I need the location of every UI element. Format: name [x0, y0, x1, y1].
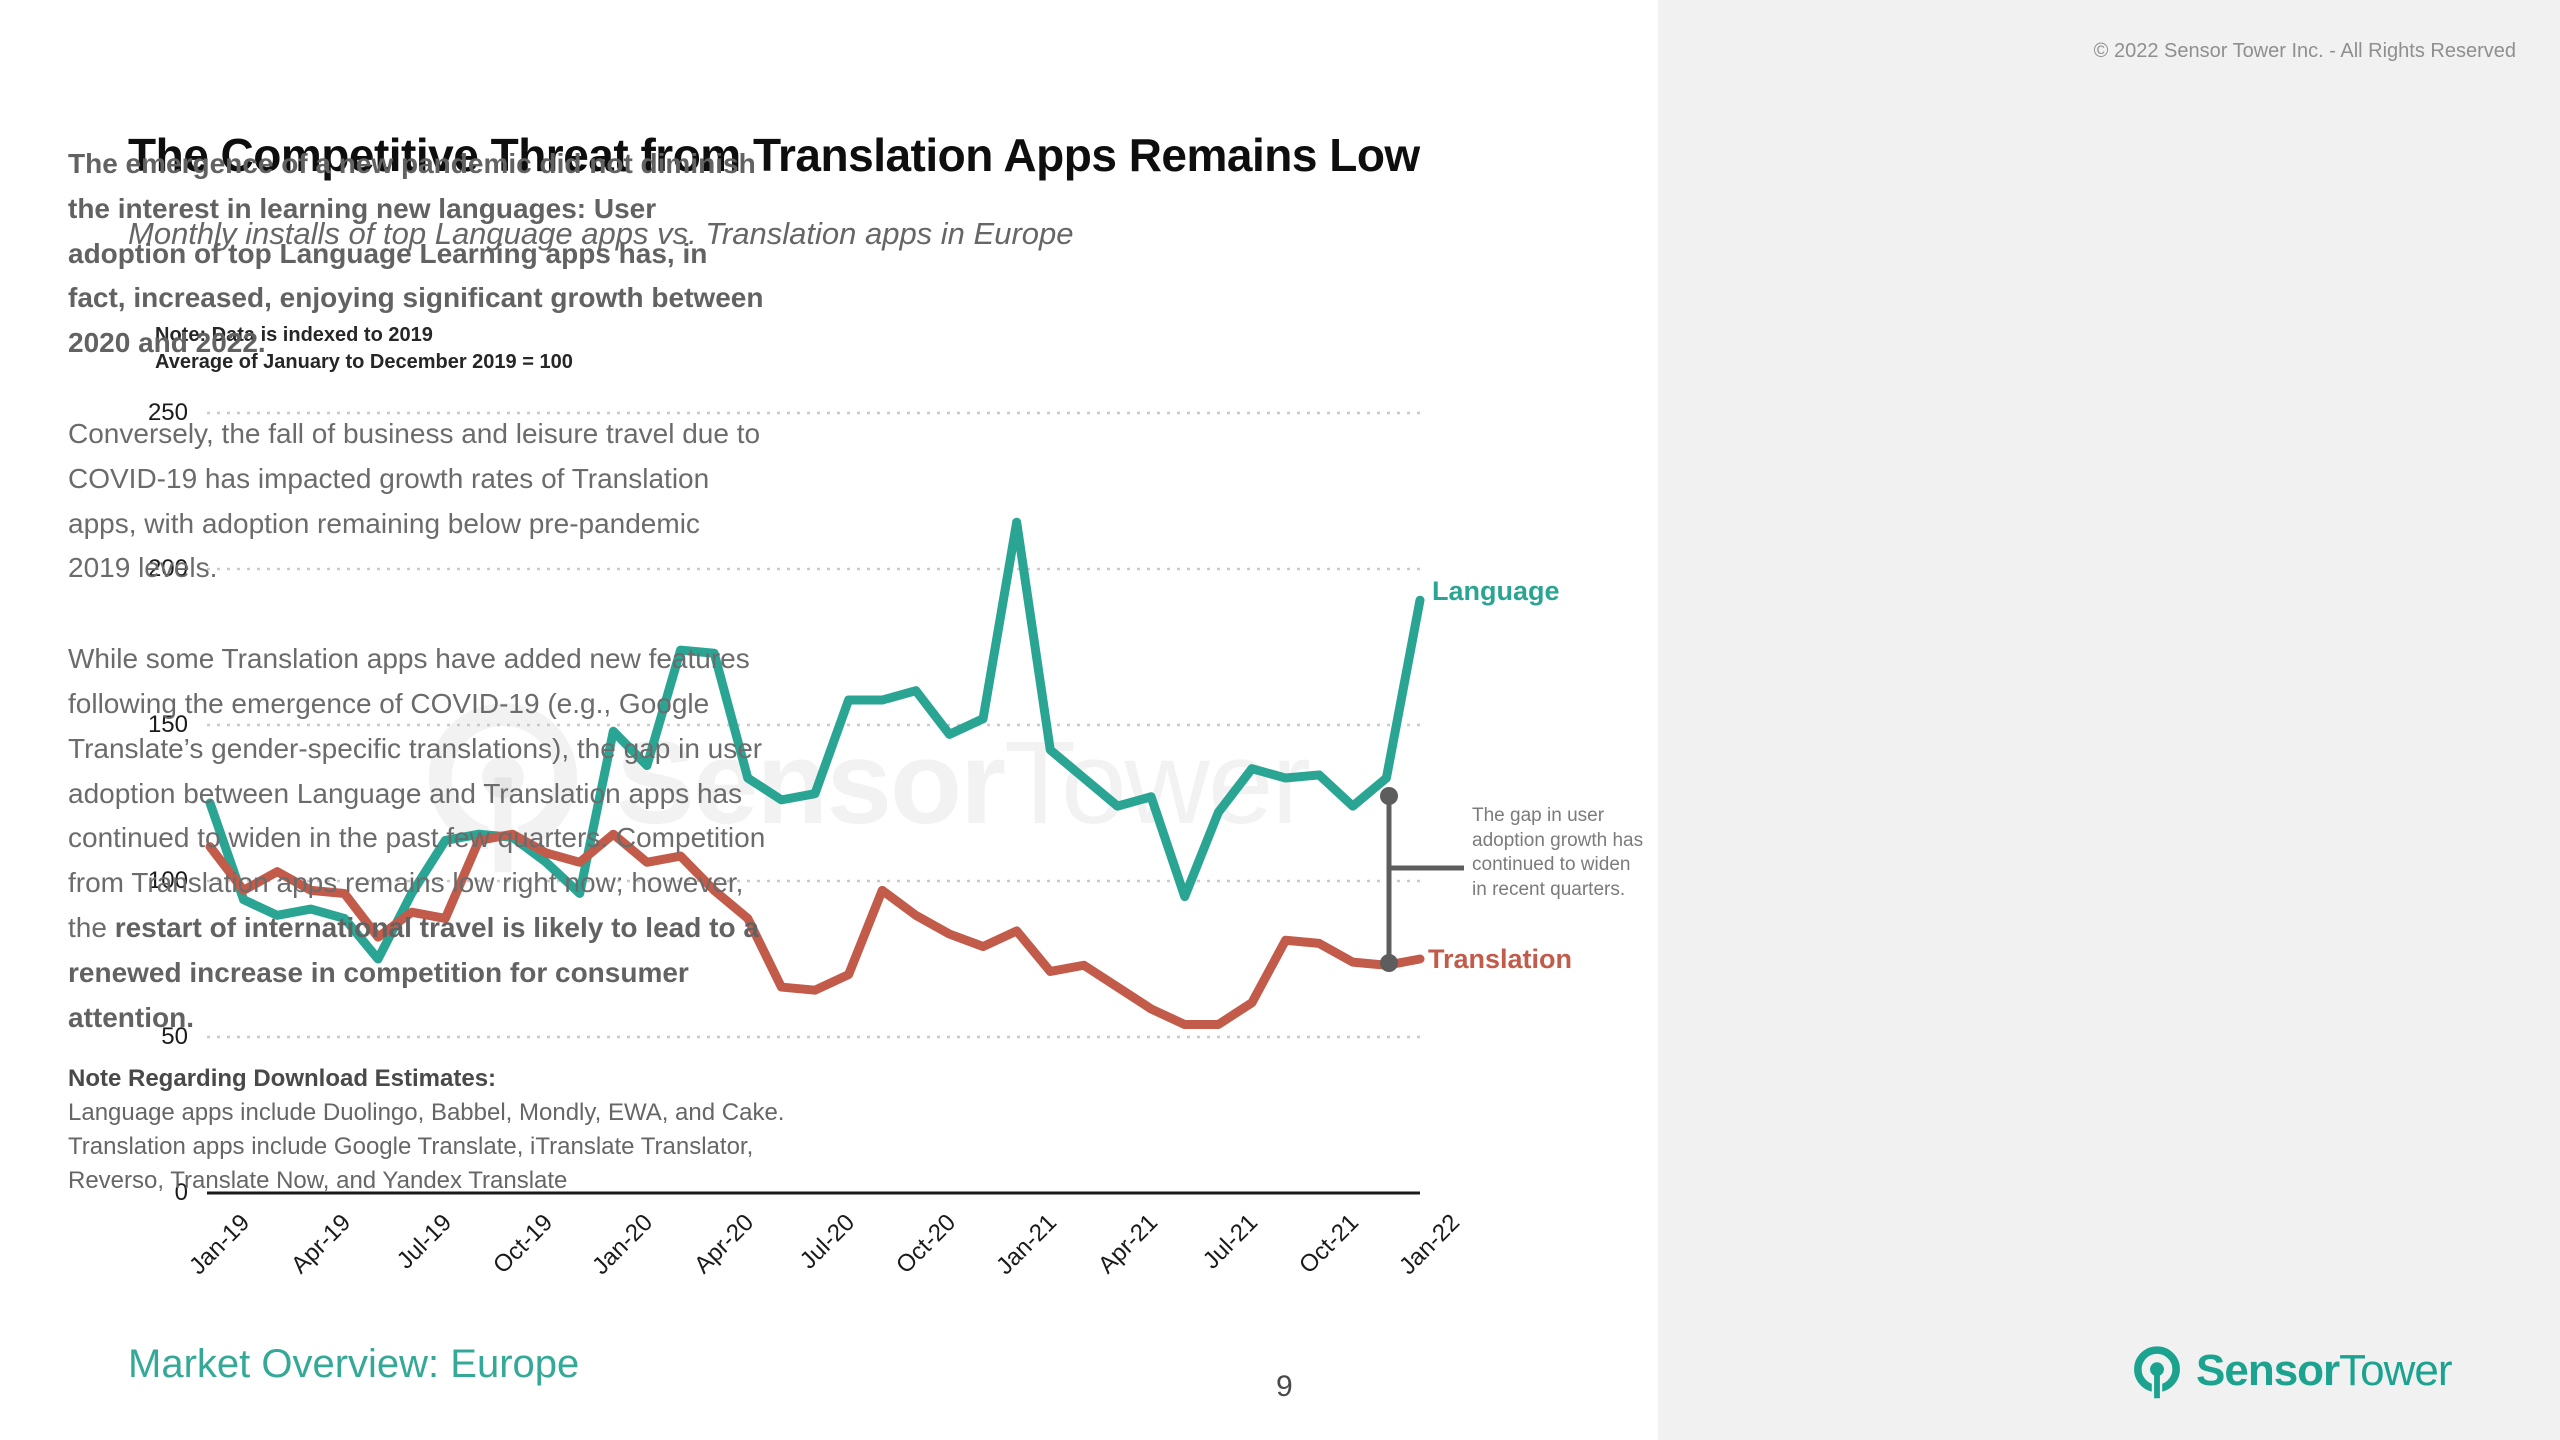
logo-text: SensorTower	[2196, 1346, 2453, 1395]
commentary-paragraph-2: Conversely, the fall of business and lei…	[68, 417, 761, 584]
chart-index-note-line1: Note: Data is indexed to 2019	[155, 324, 433, 346]
series-lines	[205, 517, 1425, 1030]
gap-annotation-bracket	[1380, 787, 1464, 972]
download-estimates-note-title: Note Regarding Download Estimates:	[68, 1065, 497, 1092]
copyright: © 2022 Sensor Tower Inc. - All Rights Re…	[2093, 40, 2516, 62]
download-estimates-note-body: Language apps include Duolingo, Babbel, …	[68, 1099, 785, 1195]
y-tick-50: 50	[161, 1023, 188, 1050]
series-line-translation	[205, 829, 1425, 1030]
y-tick-200: 200	[147, 555, 188, 582]
right-panel	[1658, 0, 2560, 1440]
series-label-translation: Translation	[1428, 944, 1573, 974]
commentary: The emergence of a new pandemic did not …	[68, 142, 768, 1086]
sensor-tower-logo: SensorTower	[2128, 1342, 2453, 1400]
commentary-paragraph-3: While some Translation apps have added n…	[68, 643, 766, 1033]
chart-index-note: Note: Data is indexed to 2019 Average of…	[155, 322, 573, 376]
y-tick-0: 0	[174, 1179, 188, 1206]
commentary-paragraph-1: The emergence of a new pandemic did not …	[68, 148, 764, 359]
page-subtitle: Monthly installs of top Language apps vs…	[128, 216, 1074, 251]
gap-annotation-text: The gap in user adoption growth has cont…	[1472, 805, 1644, 901]
series-label-language: Language	[1432, 576, 1560, 606]
chart-index-note-line2: Average of January to December 2019 = 10…	[155, 351, 573, 373]
section-label: Market Overview: Europe	[128, 1342, 580, 1386]
download-estimates-note: Note Regarding Download Estimates: Langu…	[68, 1062, 788, 1198]
page-number: 9	[1276, 1370, 1293, 1403]
y-tick-150: 150	[147, 711, 188, 738]
page-title: The Competitive Threat from Translation …	[128, 129, 1420, 181]
y-tick-100: 100	[147, 867, 188, 894]
series-line-language	[205, 517, 1425, 964]
gridlines	[207, 411, 1420, 1195]
sensor-tower-logo-icon	[2134, 1346, 2180, 1399]
y-tick-250: 250	[147, 399, 188, 426]
